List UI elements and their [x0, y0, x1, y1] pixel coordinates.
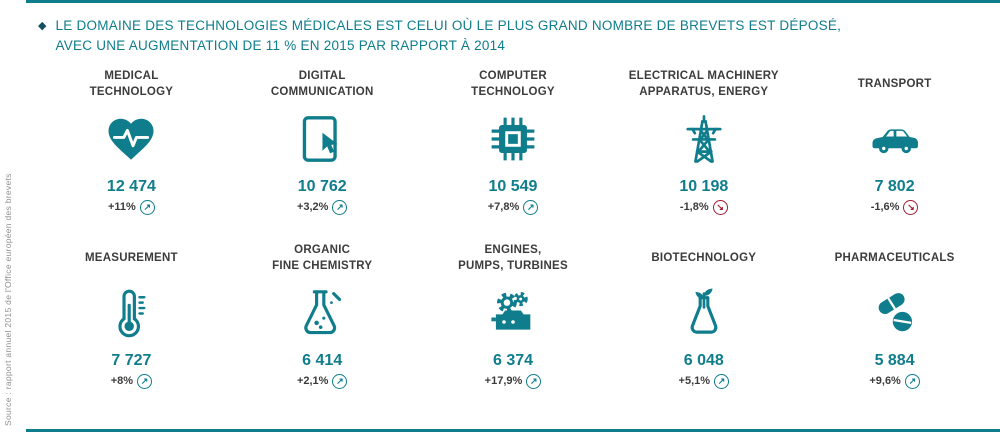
change-row: +9,6% ↗ [869, 373, 920, 389]
trend-up-icon: ↗ [137, 373, 153, 389]
change-row: +17,9% ↗ [484, 373, 542, 389]
diamond-bullet-icon: ◆ [38, 20, 47, 32]
trend-up-icon: ↗ [332, 373, 348, 389]
change-percent: +2,1% [296, 375, 329, 387]
stat-card-digital-communication: DIGITAL COMMUNICATION 10 762 +3,2% ↗ [227, 69, 418, 215]
patent-count: 5 884 [874, 351, 915, 369]
patent-count: 7 802 [874, 177, 915, 195]
change-row: +3,2% ↗ [296, 199, 348, 215]
patent-count: 10 198 [679, 177, 729, 195]
plant-flask-icon [677, 275, 731, 351]
power-pylon-icon [677, 101, 731, 177]
category-title: TRANSPORT [857, 77, 932, 90]
category-title: BIOTECHNOLOGY [651, 251, 757, 264]
change-row: +5,1% ↗ [678, 373, 730, 389]
change-percent: +11% [107, 201, 136, 213]
change-row: +11% ↗ [107, 199, 155, 215]
stats-grid: MEDICAL TECHNOLOGY 12 474 +11% ↗ DIGITAL… [36, 69, 990, 389]
patent-count: 7 727 [111, 351, 152, 369]
category-title: DIGITAL COMMUNICATION [270, 70, 374, 98]
patent-count: 10 549 [488, 177, 538, 195]
change-percent: +5,1% [678, 375, 711, 387]
change-row: +7,8% ↗ [487, 199, 539, 215]
stat-card-biotechnology: BIOTECHNOLOGY 6 048 +5,1% ↗ [608, 243, 799, 389]
stat-card-transport: TRANSPORT 7 802 -1,6% ↘ [799, 69, 990, 215]
headline: ◆ LE DOMAINE DES TECHNOLOGIES MÉDICALES … [36, 16, 990, 57]
patent-count: 6 414 [302, 351, 343, 369]
thermometer-icon [104, 275, 158, 351]
trend-up-icon: ↗ [904, 373, 920, 389]
change-percent: +8% [110, 375, 134, 387]
stat-card-engines-pumps-turbines: ENGINES, PUMPS, TURBINES 6 374 [418, 243, 609, 389]
patent-count: 12 474 [106, 177, 156, 195]
patent-count: 10 762 [297, 177, 347, 195]
trend-down-icon: ↘ [903, 199, 919, 215]
pills-icon [868, 275, 922, 351]
chemistry-flask-icon [295, 275, 349, 351]
change-percent: +17,9% [484, 375, 523, 387]
change-percent: +9,6% [869, 375, 901, 387]
patent-count: 6 048 [683, 351, 724, 369]
patent-count: 6 374 [492, 351, 534, 369]
headline-line1: LE DOMAINE DES TECHNOLOGIES MÉDICALES ES… [55, 18, 842, 33]
category-title: ORGANIC FINE CHEMISTRY [272, 244, 373, 272]
engine-gears-icon [486, 275, 540, 351]
headline-text: LE DOMAINE DES TECHNOLOGIES MÉDICALES ES… [55, 16, 841, 57]
trend-up-icon: ↗ [139, 199, 155, 215]
change-row: -1,8% ↘ [679, 199, 728, 215]
stat-card-medical-technology: MEDICAL TECHNOLOGY 12 474 +11% ↗ [36, 69, 227, 215]
stat-card-organic-fine-chemistry: ORGANIC FINE CHEMISTRY 6 414 +2,1% [227, 243, 418, 389]
trend-up-icon: ↗ [523, 199, 539, 215]
trend-down-icon: ↘ [712, 199, 728, 215]
change-percent: -1,6% [870, 201, 900, 213]
change-row: -1,6% ↘ [870, 199, 919, 215]
infographic-content: ◆ LE DOMAINE DES TECHNOLOGIES MÉDICALES … [26, 0, 1000, 432]
category-title: PHARMACEUTICALS [834, 251, 955, 264]
headline-line2: AVEC UNE AUGMENTATION DE 11 % EN 2015 PA… [55, 38, 506, 54]
heart-pulse-icon [104, 101, 158, 177]
category-title: MEDICAL TECHNOLOGY [89, 70, 174, 98]
change-percent: -1,8% [679, 201, 709, 213]
stat-card-pharmaceuticals: PHARMACEUTICALS 5 884 +9,6% ↗ [799, 243, 990, 389]
category-title: COMPUTER TECHNOLOGY [471, 70, 555, 98]
stat-card-computer-technology: COMPUTER TECHNOLOGY 10 549 +7,8% ↗ [418, 69, 609, 215]
stat-card-measurement: MEASUREMENT 7 727 +8% ↗ [36, 243, 227, 389]
stat-card-electrical-machinery: ELECTRICAL MACHINERY APPARATUS, ENERGY [608, 69, 799, 215]
change-percent: +7,8% [487, 201, 520, 213]
change-percent: +3,2% [296, 201, 329, 213]
category-title: ENGINES, PUMPS, TURBINES [458, 244, 568, 272]
trend-up-icon: ↗ [526, 373, 542, 389]
car-icon [868, 101, 922, 177]
trend-up-icon: ↗ [714, 373, 730, 389]
tablet-touch-icon [295, 101, 349, 177]
cpu-chip-icon [486, 101, 540, 177]
category-title: ELECTRICAL MACHINERY APPARATUS, ENERGY [628, 70, 779, 98]
trend-up-icon: ↗ [332, 199, 348, 215]
change-row: +8% ↗ [110, 373, 153, 389]
change-row: +2,1% ↗ [296, 373, 348, 389]
category-title: MEASUREMENT [84, 251, 178, 264]
source-note: Source : rapport annuel 2015 de l'Office… [3, 173, 13, 426]
